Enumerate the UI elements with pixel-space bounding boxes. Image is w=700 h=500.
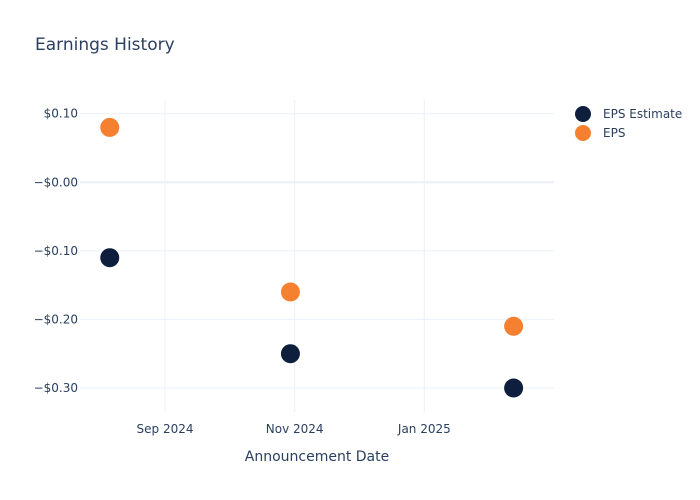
- x-axis-label: Announcement Date: [245, 449, 389, 465]
- x-axis-ticks: Sep 2024 Nov 2024 Jan 2025: [137, 422, 451, 436]
- legend-item-eps[interactable]: EPS: [575, 125, 625, 141]
- legend-label: EPS Estimate: [603, 107, 682, 121]
- y-tick-label: $0.10: [44, 107, 78, 121]
- legend-label: EPS: [603, 126, 625, 140]
- chart-title: Earnings History: [35, 35, 175, 55]
- y-tick-label: −$0.10: [34, 244, 78, 258]
- x-tick-label: Sep 2024: [137, 422, 194, 436]
- eps-point[interactable]: [100, 117, 120, 137]
- y-tick-label: −$0.30: [34, 381, 78, 395]
- eps-estimate-point[interactable]: [280, 344, 300, 364]
- legend-marker: [575, 106, 591, 122]
- y-tick-label: −$0.20: [34, 312, 78, 326]
- eps-point[interactable]: [504, 316, 524, 336]
- legend[interactable]: EPS Estimate EPS: [575, 106, 682, 141]
- eps-estimate-point[interactable]: [100, 248, 120, 268]
- x-tick-label: Nov 2024: [266, 422, 324, 436]
- eps-estimate-point[interactable]: [504, 378, 524, 398]
- x-tick-label: Jan 2025: [397, 422, 451, 436]
- data-points: [100, 117, 524, 398]
- y-axis-ticks: $0.10 −$0.00 −$0.10 −$0.20 −$0.30: [34, 107, 78, 395]
- grid-lines: [80, 100, 554, 412]
- y-tick-label: −$0.00: [34, 175, 78, 189]
- eps-point[interactable]: [280, 282, 300, 302]
- legend-item-eps-estimate[interactable]: EPS Estimate: [575, 106, 682, 122]
- legend-marker: [575, 125, 591, 141]
